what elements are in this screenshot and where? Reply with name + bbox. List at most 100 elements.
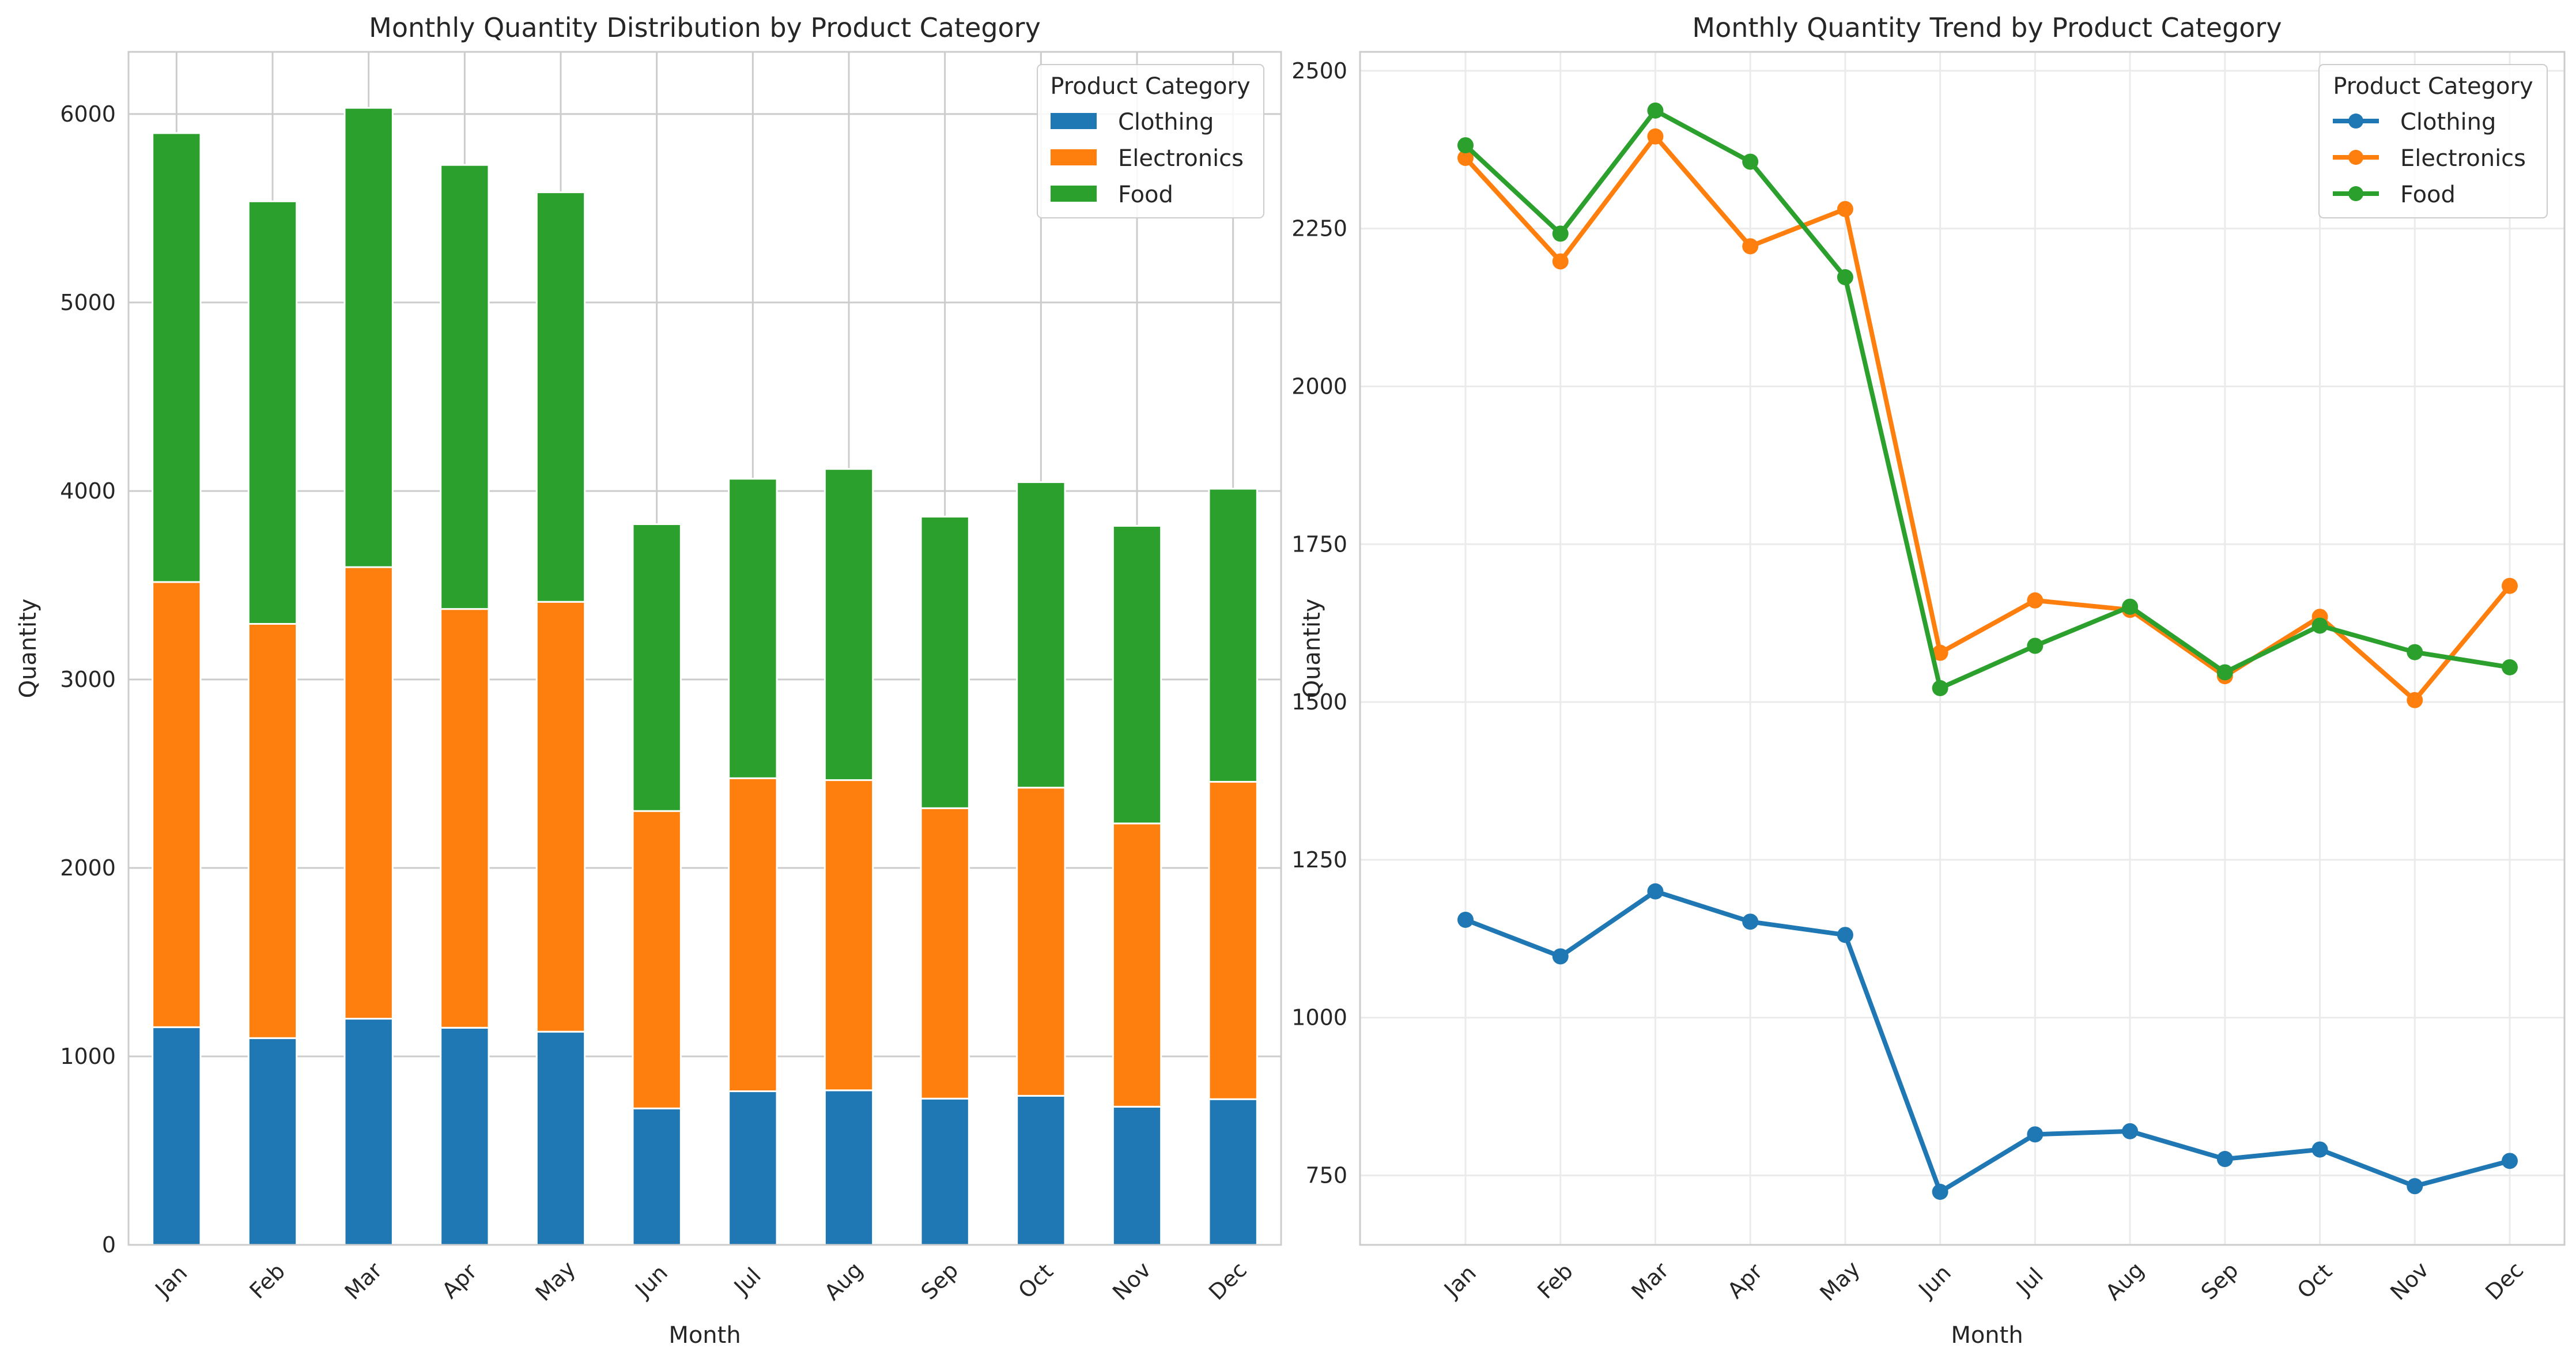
bar-food (728, 478, 778, 779)
bar-x-tick-label: Aug (819, 1257, 868, 1305)
line-chart-gridlines (1360, 52, 2564, 1245)
point-clothing (1742, 913, 1759, 930)
point-food (1552, 225, 1569, 242)
bar-chart-y-axis-label: Quantity (15, 599, 41, 699)
line-x-tick-label: Dec (2480, 1257, 2528, 1305)
bar-clothing (535, 1030, 586, 1246)
line-y-tick-label: 2500 (1291, 58, 1347, 84)
bar-y-tick-label: 0 (102, 1232, 116, 1258)
bar-clothing (728, 1090, 778, 1246)
line-legend-marker-electronics (2348, 150, 2363, 165)
bar-electronics (1016, 787, 1066, 1097)
point-clothing (1552, 948, 1569, 965)
bar-x-tick-label: Mar (340, 1258, 387, 1305)
line-x-tick-label: Apr (1723, 1259, 1767, 1304)
bar-y-tick-label: 3000 (60, 667, 116, 692)
point-electronics (1552, 253, 1569, 270)
bar-x-tick-label: Apr (437, 1259, 482, 1304)
point-electronics (2027, 592, 2044, 609)
bar-x-tick-label: Jan (149, 1260, 192, 1303)
point-electronics (2502, 577, 2518, 594)
line-series-food (1464, 108, 2510, 690)
bar-food (343, 107, 394, 568)
bar-clothing (247, 1037, 298, 1246)
bar-y-tick-label: 5000 (60, 290, 116, 315)
bar-food (152, 132, 202, 583)
point-clothing (2311, 1141, 2328, 1158)
bar-legend-swatch-food (1051, 186, 1097, 202)
bar-x-tick-label: Dec (1204, 1257, 1252, 1305)
bar-legend-label-food: Food (1118, 182, 1173, 208)
point-food (1457, 137, 1474, 154)
bar-y-tick-label: 4000 (60, 478, 116, 504)
point-food (2027, 637, 2044, 654)
bar-food (824, 468, 874, 781)
bar-food (440, 164, 490, 610)
bar-y-tick-label: 6000 (60, 101, 116, 127)
bar-legend-box (1037, 64, 1264, 218)
bar-electronics (343, 566, 394, 1020)
bar-x-tick-label: Jun (630, 1260, 673, 1303)
line-chart-series (1457, 102, 2518, 1200)
line-chart-x-axis-label: Month (1951, 1322, 2023, 1349)
bar-chart-x-ticks: Jan Feb Mar Apr May Jun Jul Aug Sep Oct Nov Dec (149, 1256, 1252, 1306)
bar-electronics (535, 601, 586, 1033)
line-x-tick-label: Jun (1913, 1260, 1956, 1303)
line-x-tick-label: Sep (2196, 1258, 2243, 1305)
line-chart-x-ticks: Jan Feb Mar Apr May Jun Jul Aug Sep Oct Nov Dec (1438, 1256, 2528, 1306)
point-clothing (2027, 1126, 2044, 1143)
bar-food (1016, 481, 1066, 789)
line-series-electronics (1464, 134, 2512, 703)
bar-electronics (1112, 822, 1162, 1108)
bar-legend-label-clothing: Clothing (1118, 109, 1214, 135)
line-y-tick-label: 1750 (1291, 531, 1347, 557)
point-food (2407, 644, 2423, 660)
line-legend-marker-clothing (2348, 114, 2363, 129)
line-chart-y-ticks: 750 1000 1250 1500 1750 2000 2250 2500 (1291, 58, 1347, 1188)
point-food (2311, 617, 2328, 634)
bar-electronics (440, 608, 490, 1029)
bar-electronics (920, 807, 970, 1100)
bar-chart-bars (152, 107, 1258, 1246)
point-clothing (1647, 883, 1664, 900)
line-y-tick-label: 750 (1305, 1163, 1347, 1188)
point-electronics (1837, 201, 1853, 217)
bar-food (632, 523, 682, 812)
bar-food (920, 515, 970, 809)
bar-electronics (824, 779, 874, 1092)
bar-chart-frame (127, 51, 1282, 1246)
bar-food (1112, 524, 1162, 825)
point-electronics (1457, 150, 1474, 166)
bar-electronics (152, 581, 202, 1028)
line-legend-box (2318, 64, 2548, 218)
bar-x-tick-label: Oct (1013, 1259, 1058, 1304)
bar-legend-label-electronics: Electronics (1118, 145, 1244, 172)
bar-clothing (152, 1026, 202, 1246)
bar-food (1208, 488, 1258, 783)
bar-clothing (632, 1107, 682, 1246)
point-clothing (1457, 911, 1474, 928)
point-clothing (2502, 1153, 2518, 1169)
bar-clothing (343, 1018, 394, 1246)
point-electronics (1932, 644, 1948, 661)
bar-electronics (247, 622, 298, 1039)
bar-electronics (728, 777, 778, 1092)
point-food (1932, 680, 1948, 696)
line-x-tick-label: May (1815, 1256, 1865, 1306)
bar-food (247, 200, 298, 625)
point-food (1742, 153, 1759, 170)
line-chart-y-axis-label: Quantity (1299, 599, 1325, 699)
line-chart-title: Monthly Quantity Trend by Product Catego… (1692, 12, 2282, 43)
line-legend-label-clothing: Clothing (2400, 109, 2496, 135)
line-x-tick-label: Feb (1532, 1258, 1578, 1304)
bar-chart-y-ticks: 0 1000 2000 3000 4000 5000 6000 (60, 101, 116, 1258)
point-clothing (2407, 1178, 2423, 1195)
line-x-tick-label: Jul (2011, 1263, 2048, 1300)
line-y-tick-label: 2000 (1291, 373, 1347, 399)
bar-chart-x-axis-label: Month (668, 1322, 741, 1349)
line-chart-legend: Product Category Clothing Electronics Fo… (2318, 64, 2548, 218)
bar-clothing (1016, 1094, 1066, 1246)
point-food (2122, 598, 2139, 615)
line-legend-marker-food (2348, 186, 2363, 201)
